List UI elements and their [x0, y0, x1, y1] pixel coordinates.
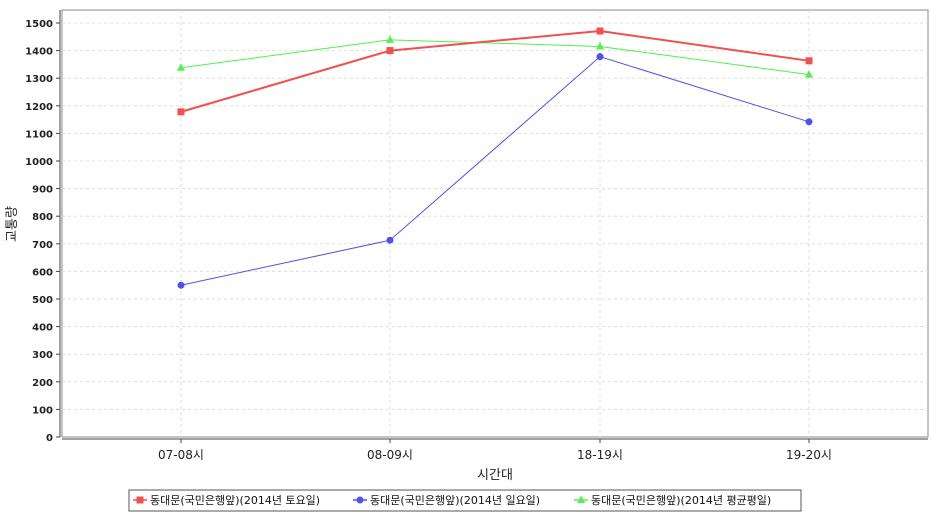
data-point	[805, 118, 813, 126]
series-group	[177, 27, 813, 116]
legend-marker	[577, 495, 585, 503]
x-tick-labels: 07-08시 08-09시 18-19시 19-20시	[158, 439, 832, 462]
y-tick-label: 1200	[25, 102, 53, 113]
series-group	[177, 35, 813, 78]
y-tick-label: 100	[32, 405, 53, 416]
data-point	[386, 35, 394, 43]
series-line	[180, 29, 810, 113]
legend: 동대문(국민은행앞)(2014년 토요일) 동대문(국민은행앞)(2014년 일요…	[128, 489, 802, 512]
x-tick-label: 18-19시	[577, 448, 623, 462]
data-point	[177, 108, 185, 116]
x-tick-label: 07-08시	[158, 448, 204, 462]
grid-lines	[62, 10, 928, 437]
y-tick-label: 300	[32, 350, 53, 361]
x-tick-label: 19-20시	[786, 448, 832, 462]
y-tick-labels: 0 100 200 300 400 500 600 700 800 900 1000 1100 1200…	[25, 19, 60, 444]
series-lines	[177, 27, 813, 289]
y-tick-label: 1100	[25, 129, 53, 140]
x-tick-label: 08-09시	[367, 448, 413, 462]
legend-item: 동대문(국민은행앞)(2014년 토요일)	[133, 493, 320, 507]
y-tick-label: 600	[32, 267, 53, 278]
legend-item: 동대문(국민은행앞)(2014년 일요일)	[353, 493, 540, 507]
y-axis-title: 교통량	[5, 206, 20, 242]
data-point	[805, 57, 813, 65]
series-line	[180, 39, 810, 76]
data-point	[386, 236, 394, 244]
data-point	[177, 63, 185, 71]
legend-label: 동대문(국민은행앞)(2014년 평균평일)	[591, 493, 771, 507]
data-point	[805, 70, 813, 78]
series-group	[177, 53, 813, 289]
y-tick-label: 1300	[25, 74, 53, 85]
y-tick-label: 900	[32, 185, 53, 196]
data-point	[386, 47, 394, 55]
y-tick-label: 500	[32, 295, 53, 306]
y-tick-label: 400	[32, 323, 53, 334]
legend-item: 동대문(국민은행앞)(2014년 평균평일)	[574, 493, 771, 507]
y-tick-label: 800	[32, 212, 53, 223]
y-tick-label: 1400	[25, 47, 53, 58]
data-point	[177, 281, 185, 289]
legend-label: 동대문(국민은행앞)(2014년 일요일)	[370, 493, 540, 507]
legend-box	[128, 489, 802, 512]
legend-marker	[356, 496, 364, 504]
plot-area	[61, 9, 929, 438]
y-tick-label: 1500	[25, 19, 53, 30]
data-point	[596, 41, 604, 50]
data-point	[596, 53, 604, 61]
series-line	[180, 56, 810, 286]
y-tick-label: 200	[32, 378, 53, 389]
data-point	[596, 27, 604, 35]
legend-marker	[136, 496, 144, 504]
x-axis-title: 시간대	[477, 468, 513, 483]
axes	[59, 10, 928, 440]
y-tick-label: 700	[32, 240, 53, 251]
legend-label: 동대문(국민은행앞)(2014년 토요일)	[150, 493, 320, 507]
y-tick-label: 1000	[25, 157, 53, 168]
y-tick-label: 0	[46, 433, 53, 444]
